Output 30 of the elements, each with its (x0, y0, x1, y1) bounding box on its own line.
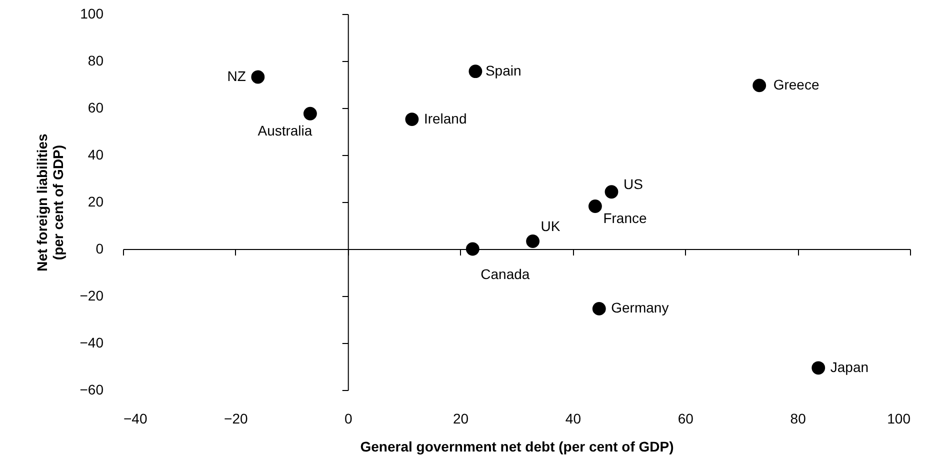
x-axis-title: General government net debt (per cent of GDP) (360, 438, 674, 454)
annotation: NZ (227, 68, 246, 84)
y-tick-label: −40 (80, 334, 104, 350)
y-tick-label: 60 (88, 100, 104, 116)
y-tick-label: 80 (88, 52, 104, 68)
y-axis-title: Net foreign liabilities (per cent of GDP) (34, 133, 66, 272)
annotation: Ireland (424, 110, 467, 126)
y-tick-label: 40 (88, 146, 104, 162)
y-tick-label: 20 (88, 194, 104, 210)
annotation: UK (540, 218, 561, 234)
y-tick-label: 0 (96, 240, 104, 256)
x-tick-label: 60 (678, 410, 694, 426)
y-tick-label: 100 (80, 6, 104, 22)
x-tick-label: 80 (790, 410, 806, 426)
x-tick-label: 100 (887, 410, 911, 426)
x-tick-label: −40 (124, 410, 148, 426)
annotation: Spain (485, 62, 522, 78)
y-tick-label: −60 (80, 382, 104, 398)
annotation: US (624, 176, 643, 192)
x-tick-label: −20 (224, 410, 248, 426)
annotation: Australia (258, 122, 312, 139)
y-tick-label: −20 (80, 288, 104, 304)
x-tick-label: 0 (344, 410, 352, 426)
annotation: Germany (611, 300, 669, 316)
annotation: Greece (773, 76, 820, 92)
annotation: Canada (480, 266, 530, 282)
x-tick-label: 20 (452, 410, 469, 426)
annotation: France (603, 210, 647, 226)
x-tick-label: 40 (565, 410, 582, 426)
annotation: Japan (830, 358, 869, 375)
